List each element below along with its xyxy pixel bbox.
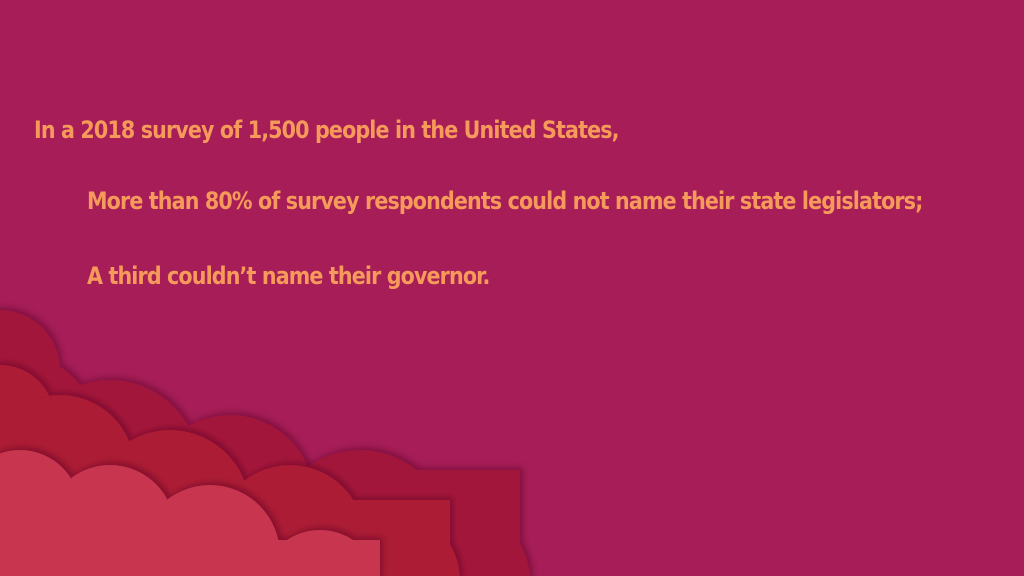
legislators-stat-text: More than 80% of survey respondents coul… bbox=[87, 187, 923, 215]
governor-stat-text: A third couldn’t name their governor. bbox=[87, 262, 490, 290]
cloud-layer-front bbox=[0, 450, 380, 576]
survey-intro-text: In a 2018 survey of 1,500 people in the … bbox=[34, 116, 619, 144]
